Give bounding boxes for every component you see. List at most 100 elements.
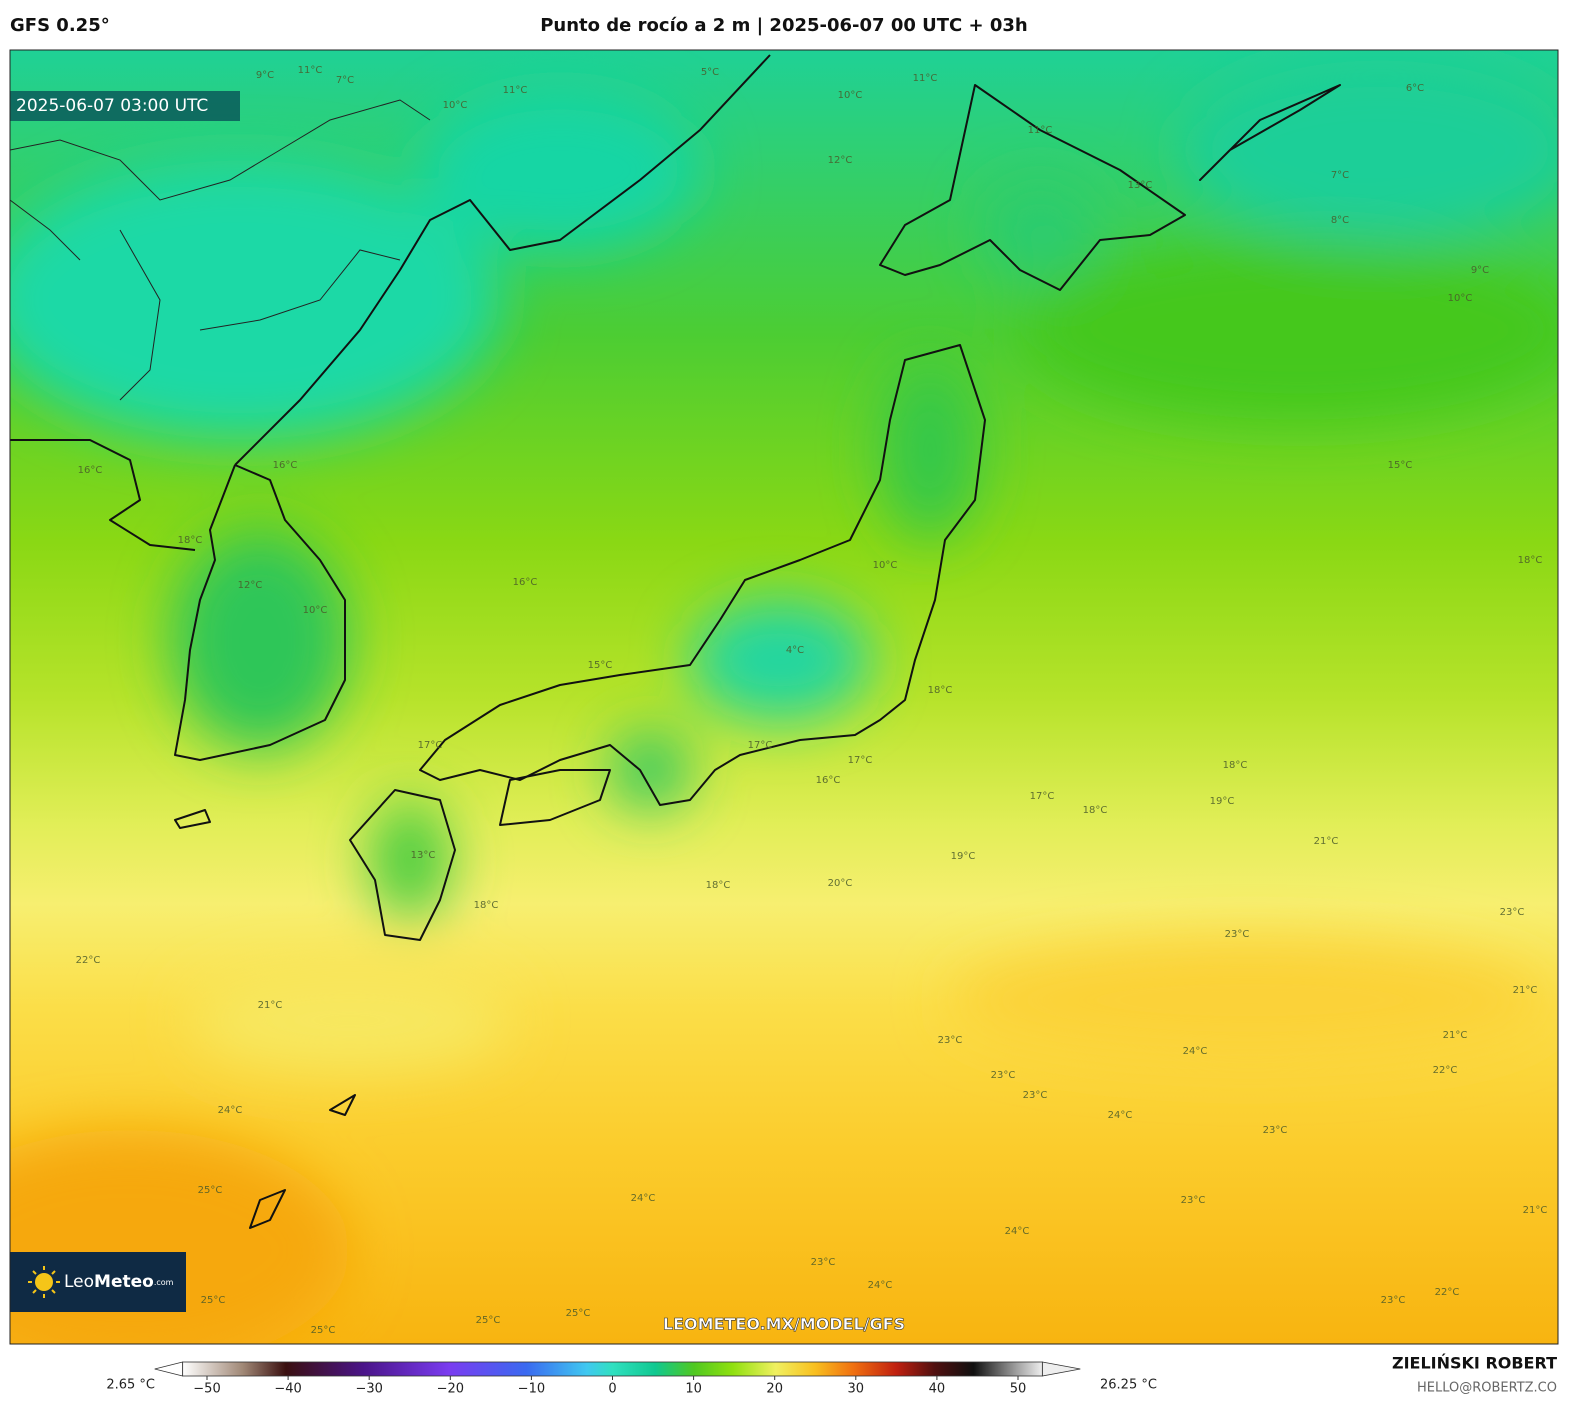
colorbar-tick-label: 30 <box>848 1382 865 1397</box>
contour-label: 10°C <box>1448 293 1473 304</box>
contour-label: 16°C <box>78 465 103 476</box>
colorbar-tick-label: −10 <box>518 1382 545 1397</box>
colorbar-tick-label: 50 <box>1010 1382 1027 1397</box>
contour-label: 21°C <box>1513 985 1538 996</box>
contour-labels: 9°C 11°C 7°C 10°C 11°C 5°C 10°C 11°C 12°C 11°C 13°… <box>76 65 1548 1336</box>
colorbar-min: 2.65 °C <box>106 1378 155 1393</box>
contour-label: 24°C <box>218 1105 243 1116</box>
contour-label: 22°C <box>1433 1065 1458 1076</box>
colorbar-tick-label: −20 <box>437 1382 464 1397</box>
contour-label: 18°C <box>474 900 499 911</box>
contour-label: 15°C <box>1388 460 1413 471</box>
colorbar-tick-label: −50 <box>193 1382 220 1397</box>
contour-label: 18°C <box>178 535 203 546</box>
coastline-kyushu <box>349 789 456 941</box>
contour-label: 10°C <box>303 605 328 616</box>
coastline-korea-asia <box>10 54 771 761</box>
contour-label: 25°C <box>201 1295 226 1306</box>
contour-label: 16°C <box>273 460 298 471</box>
map-frame <box>9 49 1559 1345</box>
colorbar-tick-label: 40 <box>929 1382 946 1397</box>
colorbar-tick-label: 10 <box>685 1382 702 1397</box>
coastline-shikoku <box>499 769 611 826</box>
contour-label: 11°C <box>503 85 528 96</box>
contour-label: 19°C <box>951 851 976 862</box>
logo-light: Leo <box>64 1272 94 1292</box>
logo-suffix: .com <box>154 1278 174 1287</box>
contour-label: 7°C <box>1331 170 1349 181</box>
watermark: LEOMETEO.MX/MODEL/GFS <box>663 1315 905 1334</box>
contour-label: 9°C <box>1471 265 1489 276</box>
colorbar: 2.65 °C 26.25 °C −50 −40 −30 −20 −10 0 10 20 30 4… <box>106 1361 1157 1397</box>
contour-label: 21°C <box>1314 836 1339 847</box>
contour-label: 11°C <box>298 65 323 76</box>
colorbar-tick-label: −40 <box>274 1382 301 1397</box>
contour-label: 23°C <box>1023 1090 1048 1101</box>
contour-label: 6°C <box>1406 83 1424 94</box>
contour-label: 22°C <box>1435 1287 1460 1298</box>
logo-text: LeoMeteo.com <box>64 1272 174 1292</box>
contour-label: 21°C <box>1443 1030 1468 1041</box>
contour-label: 16°C <box>816 775 841 786</box>
email: HELLO@ROBERTZ.CO <box>1417 1381 1557 1396</box>
colorbar-extend-high <box>1041 1361 1081 1377</box>
author: ZIELIŃSKI ROBERT <box>1392 1354 1557 1373</box>
model-name: GFS 0.25° <box>10 15 110 36</box>
contour-label: 24°C <box>1005 1226 1030 1237</box>
contour-label: 23°C <box>1500 907 1525 918</box>
contour-label: 24°C <box>631 1193 656 1204</box>
contour-label: 23°C <box>991 1070 1016 1081</box>
contour-label: 17°C <box>418 740 443 751</box>
contour-label: 10°C <box>443 100 468 111</box>
contour-label: 22°C <box>76 955 101 966</box>
contour-label: 11°C <box>1028 125 1053 136</box>
colorbar-max: 26.25 °C <box>1100 1378 1157 1393</box>
timestamp-box <box>10 91 240 121</box>
contour-label: 25°C <box>476 1315 501 1326</box>
colorbar-tick-label: −30 <box>355 1382 382 1397</box>
coastline-hokkaido <box>879 84 1186 291</box>
contour-label: 18°C <box>928 685 953 696</box>
colorbar-ramp <box>182 1361 1043 1377</box>
contour-label: 23°C <box>1381 1295 1406 1306</box>
coastline-islands <box>174 84 1341 1229</box>
logo-sun <box>35 1273 53 1291</box>
contour-label: 13°C <box>1128 180 1153 191</box>
contour-label: 12°C <box>828 155 853 166</box>
colorbar-tick-label: 0 <box>608 1382 616 1397</box>
contour-label: 17°C <box>848 755 873 766</box>
map-title: Punto de rocío a 2 m | 2025-06-07 00 UTC… <box>540 15 1028 36</box>
colorbar-tick-label: 20 <box>766 1382 783 1397</box>
logo-bold: Meteo <box>94 1272 154 1292</box>
contour-label: 7°C <box>336 75 354 86</box>
contour-label: 23°C <box>1181 1195 1206 1206</box>
contour-label: 24°C <box>1183 1046 1208 1057</box>
map: 9°C 11°C 7°C 10°C 11°C 5°C 10°C 11°C 12°C 11°C 13°… <box>10 50 1558 1344</box>
contour-label: 25°C <box>311 1325 336 1336</box>
contour-label: 18°C <box>1223 760 1248 771</box>
contour-label: 24°C <box>868 1280 893 1291</box>
timestamp: 2025-06-07 03:00 UTC <box>16 96 208 116</box>
contour-label: 16°C <box>513 577 538 588</box>
contour-label: 18°C <box>1083 805 1108 816</box>
coastline-honshu <box>419 344 986 806</box>
contour-label: 23°C <box>811 1257 836 1268</box>
contour-label: 23°C <box>1225 929 1250 940</box>
contour-label: 12°C <box>238 580 263 591</box>
contour-label: 21°C <box>1523 1205 1548 1216</box>
contour-label: 21°C <box>258 1000 283 1011</box>
contour-label: 15°C <box>588 660 613 671</box>
contour-label: 4°C <box>786 645 804 656</box>
contour-label: 11°C <box>913 73 938 84</box>
contour-label: 25°C <box>198 1185 223 1196</box>
contour-label: 19°C <box>1210 796 1235 807</box>
contour-label: 10°C <box>873 560 898 571</box>
contour-label: 10°C <box>838 90 863 101</box>
contour-label: 18°C <box>706 880 731 891</box>
logo-rays <box>28 1266 60 1298</box>
contour-label: 17°C <box>748 740 773 751</box>
field-patches <box>10 60 1558 1344</box>
contour-label: 8°C <box>1331 215 1349 226</box>
border <box>10 99 431 401</box>
